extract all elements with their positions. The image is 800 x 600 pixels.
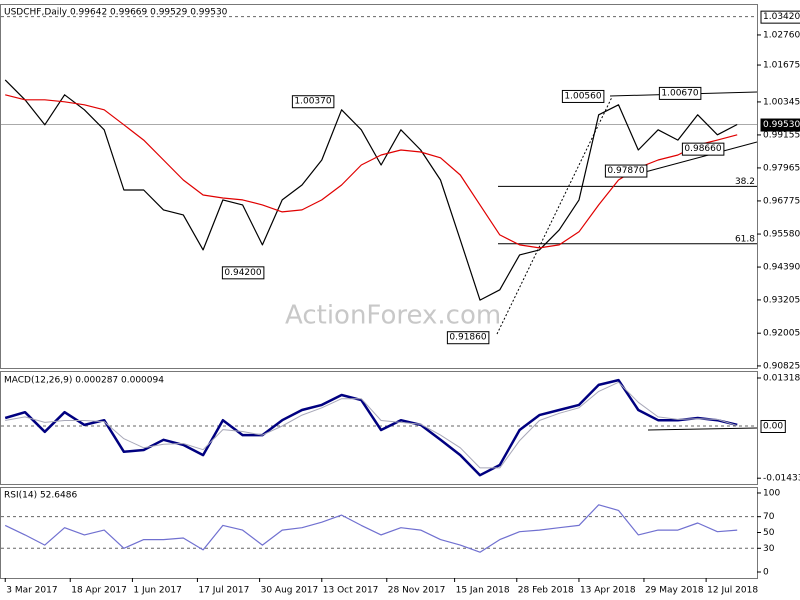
x-tick-label: 29 May 2018 (645, 586, 704, 596)
y-tick-label: 0.93205 (763, 295, 800, 305)
y-tick-label: 1.02760 (763, 30, 800, 40)
y-tick-label: 100 (763, 488, 780, 498)
x-tick-label: 3 Mar 2017 (6, 586, 57, 596)
macd-panel (0, 371, 758, 485)
y-tick-label: 0.92005 (763, 329, 800, 339)
price-annotation: 1.00670 (661, 88, 698, 98)
y-tick-label: 0 (763, 567, 769, 577)
fib-label: 61.8 (735, 234, 755, 244)
series-line (4, 504, 738, 553)
series-line (4, 79, 738, 301)
x-tick-label: 15 Jan 2018 (456, 586, 510, 596)
label-box (604, 164, 648, 178)
x-tick-label: 1 Jun 2017 (133, 586, 181, 596)
x-tick-label: 12 Jul 2018 (707, 586, 758, 596)
y-tick-label: 70 (763, 512, 775, 522)
chart-title: MACD(12,26,9) 0.000287 0.000094 (4, 376, 164, 386)
label-box (446, 331, 490, 345)
price-annotation: 0.94200 (224, 268, 261, 278)
y-tick-label: -0.014339 (763, 474, 800, 484)
x-tick-label: 30 Aug 2017 (261, 586, 319, 596)
label-box (760, 419, 786, 433)
label-box (760, 10, 800, 24)
label-box (221, 266, 265, 280)
label-box (291, 95, 335, 109)
fib-label: 38.2 (735, 177, 755, 187)
price-annotation: 0.91860 (449, 333, 486, 343)
y-tick-label: 1.01675 (763, 61, 800, 71)
label-box (681, 142, 725, 156)
x-tick-label: 28 Feb 2018 (518, 586, 574, 596)
y-tick-label: 0.97965 (763, 163, 800, 173)
y-tick-label: 0.95580 (763, 230, 800, 240)
price-annotation: 1.00370 (294, 97, 331, 107)
trend-line (647, 427, 758, 431)
y-tick-label: 0.00 (763, 421, 783, 431)
label-box (658, 86, 702, 100)
price-annotation: 0.97870 (607, 166, 644, 176)
x-tick-label: 18 Apr 2017 (71, 586, 127, 596)
price-annotation: 1.00560 (564, 91, 601, 101)
y-tick-label: 0.96775 (763, 196, 800, 206)
chart-title: RSI(14) 52.6486 (4, 491, 77, 501)
label-box (760, 118, 800, 132)
y-tick-label: 0.99155 (763, 130, 800, 140)
y-tick-label: 0.90825 (763, 361, 800, 371)
y-tick-label: 30 (763, 544, 775, 554)
x-tick-label: 28 Nov 2017 (388, 586, 446, 596)
x-tick-label: 13 Oct 2017 (323, 586, 379, 596)
watermark: ActionForex.com (285, 301, 501, 331)
series-line (4, 378, 738, 477)
x-tick-label: 17 Jul 2017 (198, 586, 249, 596)
y-tick-label: 0.013184 (763, 373, 800, 383)
y-tick-label: 0.94390 (763, 263, 800, 273)
price-panel (0, 4, 758, 369)
label-box (561, 89, 605, 103)
x-tick-label: 13 Apr 2018 (580, 586, 636, 596)
price-annotation: 0.98660 (684, 144, 721, 154)
chart-title: USDCHF,Daily 0.99642 0.99669 0.99529 0.9… (4, 8, 228, 18)
y-tick-label: 1.03420 (763, 12, 800, 22)
y-tick-label: 1.00345 (763, 97, 800, 107)
rsi-panel (0, 487, 758, 579)
y-tick-label: 50 (763, 528, 775, 538)
series-line (5, 94, 738, 249)
trend-line (644, 141, 758, 173)
series-line (5, 381, 738, 469)
y-tick-label: 0.99530 (763, 120, 800, 130)
